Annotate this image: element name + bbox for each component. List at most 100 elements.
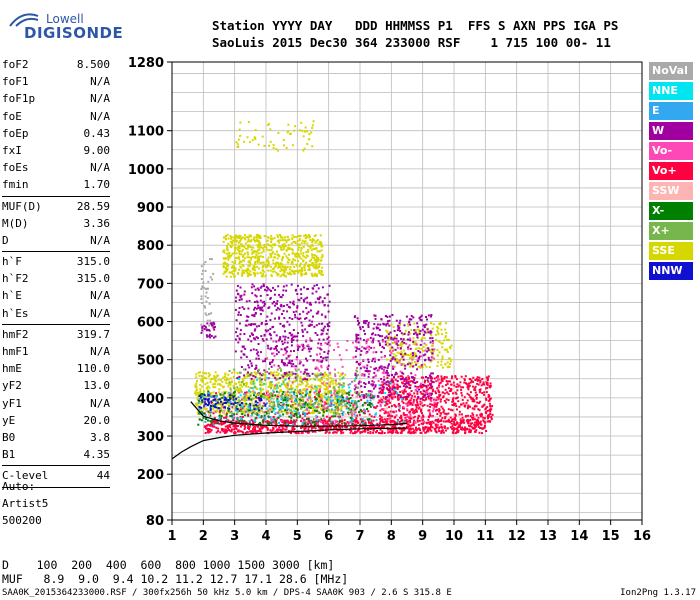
data-point — [314, 272, 317, 275]
data-point — [445, 322, 447, 325]
data-point — [222, 257, 225, 260]
param-value: 44 — [96, 469, 110, 483]
data-point — [318, 399, 321, 402]
data-point — [268, 416, 271, 419]
data-point — [386, 315, 389, 318]
data-point — [491, 405, 494, 408]
data-point — [234, 237, 236, 240]
data-point — [200, 401, 202, 404]
data-point — [410, 424, 413, 427]
data-point — [296, 349, 299, 351]
data-point — [399, 394, 402, 397]
data-point — [213, 422, 216, 425]
data-point — [253, 285, 256, 288]
data-point — [287, 246, 290, 249]
data-point — [302, 245, 305, 248]
data-point — [326, 375, 329, 377]
data-point — [354, 426, 357, 429]
data-point — [355, 374, 358, 377]
data-point — [253, 337, 256, 340]
data-point — [356, 414, 358, 417]
data-point — [287, 336, 290, 339]
data-point — [362, 396, 365, 399]
data-point — [347, 407, 350, 410]
data-point — [350, 408, 353, 411]
param-separator — [2, 195, 110, 197]
data-point — [380, 377, 383, 380]
data-point — [237, 390, 239, 393]
data-point — [401, 400, 404, 403]
data-point — [304, 256, 307, 259]
data-point — [409, 399, 412, 402]
data-point — [240, 250, 243, 253]
data-point — [358, 395, 361, 398]
data-point — [437, 429, 440, 432]
data-point — [290, 386, 293, 389]
data-point — [273, 387, 276, 390]
data-point — [393, 335, 396, 338]
data-point — [403, 324, 406, 327]
data-point — [397, 385, 400, 388]
data-point — [486, 386, 489, 389]
data-point — [424, 394, 427, 397]
data-point — [279, 338, 282, 341]
data-point — [242, 399, 245, 402]
data-point — [445, 376, 448, 379]
data-point — [213, 328, 216, 331]
data-point — [229, 396, 231, 399]
data-point — [362, 430, 365, 433]
data-point — [234, 408, 237, 411]
data-point — [241, 306, 244, 309]
data-point — [291, 359, 294, 362]
data-point — [243, 428, 246, 430]
data-point — [307, 245, 310, 248]
data-point — [432, 421, 435, 424]
data-point — [201, 329, 204, 332]
data-point — [434, 390, 437, 393]
data-point — [455, 392, 458, 395]
data-point — [235, 319, 238, 322]
data-point — [244, 432, 247, 434]
data-point — [311, 273, 314, 276]
data-point — [208, 335, 211, 338]
data-point — [380, 318, 383, 321]
data-point — [416, 397, 419, 400]
data-point — [231, 239, 234, 242]
data-point — [247, 409, 250, 412]
data-point — [257, 252, 260, 255]
data-point — [243, 272, 245, 275]
data-point — [401, 419, 404, 421]
data-point — [413, 378, 416, 381]
data-point — [307, 348, 310, 350]
data-point — [392, 326, 395, 328]
digisonde-logo: Lowell DIGISONDE — [8, 8, 123, 48]
data-point — [394, 396, 397, 398]
data-point — [439, 323, 442, 326]
data-point — [225, 379, 228, 382]
data-point — [423, 326, 426, 329]
data-point — [293, 270, 296, 273]
data-point — [257, 288, 260, 291]
data-point — [436, 331, 439, 334]
data-point — [322, 338, 325, 341]
data-point — [273, 375, 276, 378]
param-value: N/A — [90, 161, 110, 175]
data-point — [252, 265, 255, 268]
data-point — [367, 324, 370, 326]
data-point — [404, 427, 407, 430]
data-point — [297, 248, 300, 251]
data-point — [407, 353, 409, 356]
data-point — [244, 368, 247, 371]
data-point — [257, 354, 260, 357]
data-point — [264, 360, 266, 363]
data-point — [367, 358, 370, 361]
data-point — [386, 380, 389, 383]
data-point — [403, 414, 406, 416]
data-point — [311, 127, 314, 129]
data-point — [358, 413, 361, 416]
data-point — [402, 402, 405, 404]
data-point — [304, 393, 307, 396]
data-point — [464, 415, 467, 418]
data-point — [425, 396, 428, 399]
data-point — [372, 431, 375, 434]
